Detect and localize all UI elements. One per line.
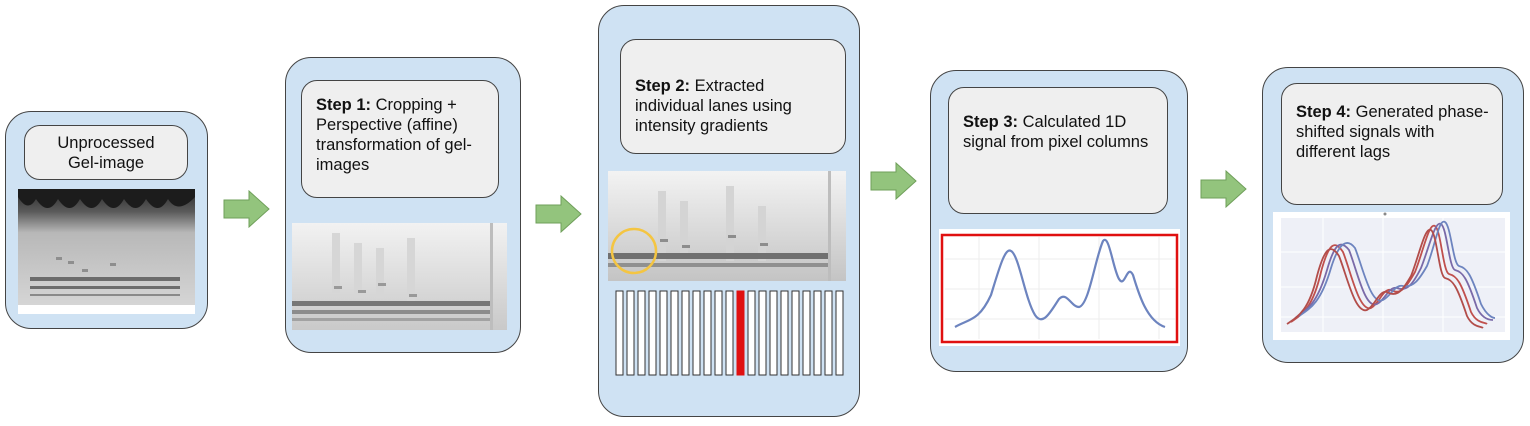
- arrow-2: [535, 195, 583, 233]
- step1-gel-image: [292, 223, 507, 330]
- raw-gel-image: [18, 189, 195, 314]
- step3-title: Step 3:: [963, 113, 1019, 131]
- step4-text: Generated phase-shifted signals with dif…: [1296, 103, 1489, 161]
- lane: [813, 290, 822, 376]
- lane: [692, 290, 701, 376]
- lane: [835, 290, 844, 376]
- step1-text: Cropping + Perspective (affine) transfor…: [316, 96, 472, 174]
- lane: [824, 290, 833, 376]
- lane: [780, 290, 789, 376]
- label-unprocessed: Unprocessed Gel-image: [24, 125, 188, 180]
- lane: [769, 290, 778, 376]
- lane-strip: [614, 290, 847, 376]
- step2-title: Step 2:: [635, 77, 691, 95]
- lane-highlighted: [736, 290, 745, 376]
- step2-gel-image: [608, 171, 846, 281]
- lane: [802, 290, 811, 376]
- lane: [758, 290, 767, 376]
- step3-signal-plot: [939, 229, 1180, 346]
- lane: [725, 290, 734, 376]
- lane: [626, 290, 635, 376]
- label-step1: Step 1: Cropping + Perspective (affine) …: [301, 80, 499, 198]
- label-unprocessed-line1: Unprocessed: [57, 134, 155, 152]
- label-step2: Step 2: Extracted individual lanes using…: [620, 39, 846, 154]
- signal-line: [954, 238, 1166, 329]
- lane: [714, 290, 723, 376]
- lane: [615, 290, 624, 376]
- arrow-4: [1200, 170, 1248, 208]
- lane: [747, 290, 756, 376]
- lane: [659, 290, 668, 376]
- step2-text: Extracted individual lanes using intensi…: [635, 77, 792, 135]
- step1-title: Step 1:: [316, 96, 372, 114]
- step4-signal-plot: [1273, 212, 1510, 340]
- lane: [681, 290, 690, 376]
- label-step4: Step 4: Generated phase-shifted signals …: [1281, 83, 1503, 205]
- arrow-1: [223, 190, 271, 228]
- highlight-circle: [610, 227, 658, 275]
- label-step3: Step 3: Calculated 1D signal from pixel …: [948, 87, 1168, 214]
- red-frame: [940, 233, 1179, 344]
- lane: [670, 290, 679, 376]
- arrow-3: [870, 162, 918, 200]
- lane: [703, 290, 712, 376]
- lane: [648, 290, 657, 376]
- lane: [791, 290, 800, 376]
- label-unprocessed-line2: Gel-image: [67, 154, 145, 172]
- step4-title: Step 4:: [1296, 103, 1352, 121]
- step3-text: Calculated 1D signal from pixel columns: [963, 113, 1149, 151]
- lane: [637, 290, 646, 376]
